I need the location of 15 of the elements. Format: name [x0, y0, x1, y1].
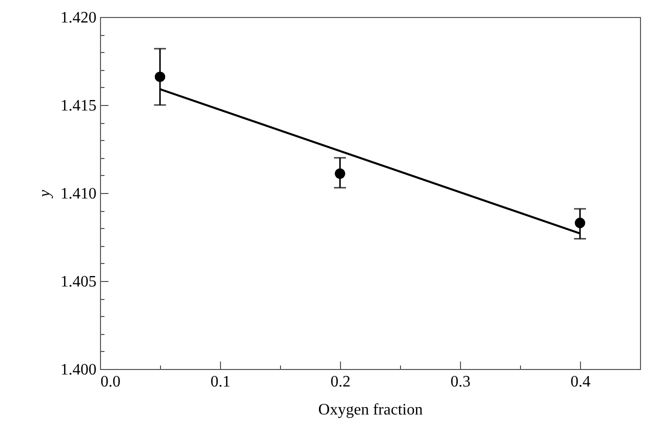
x-tick-label: 0.3: [450, 374, 470, 390]
x-tick-label: 0.4: [570, 374, 590, 390]
x-tick-label: 0.1: [210, 374, 230, 390]
y-axis-title: y: [36, 189, 54, 200]
x-tick-label: 0.2: [330, 374, 350, 390]
point: [154, 72, 166, 82]
point: [574, 218, 586, 228]
y-tick-label: 1.410: [60, 186, 96, 202]
y-tick-label: 1.405: [60, 274, 96, 290]
y-tick-label: 1.400: [60, 362, 96, 378]
x-axis-title: Oxygen fraction: [318, 402, 423, 418]
y-tick-label: 1.415: [60, 98, 96, 114]
y-tick-label: 1.420: [60, 10, 96, 26]
x-tick-label: 0.0: [100, 374, 120, 390]
point: [334, 168, 346, 179]
